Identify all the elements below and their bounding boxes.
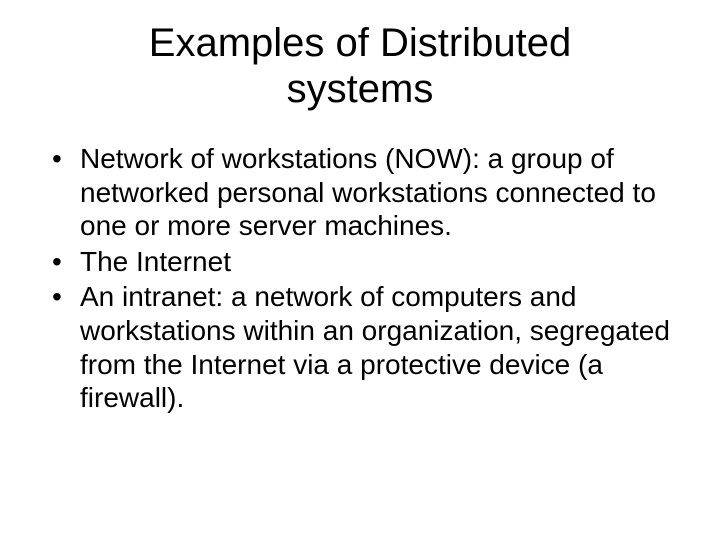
slide-title: Examples of Distributed systems [30, 20, 690, 112]
bullet-item: Network of workstations (NOW): a group o… [52, 142, 690, 243]
bullet-item: An intranet: a network of computers and … [52, 280, 690, 414]
bullet-item: The Internet [52, 245, 690, 279]
bullet-list: Network of workstations (NOW): a group o… [30, 142, 690, 415]
